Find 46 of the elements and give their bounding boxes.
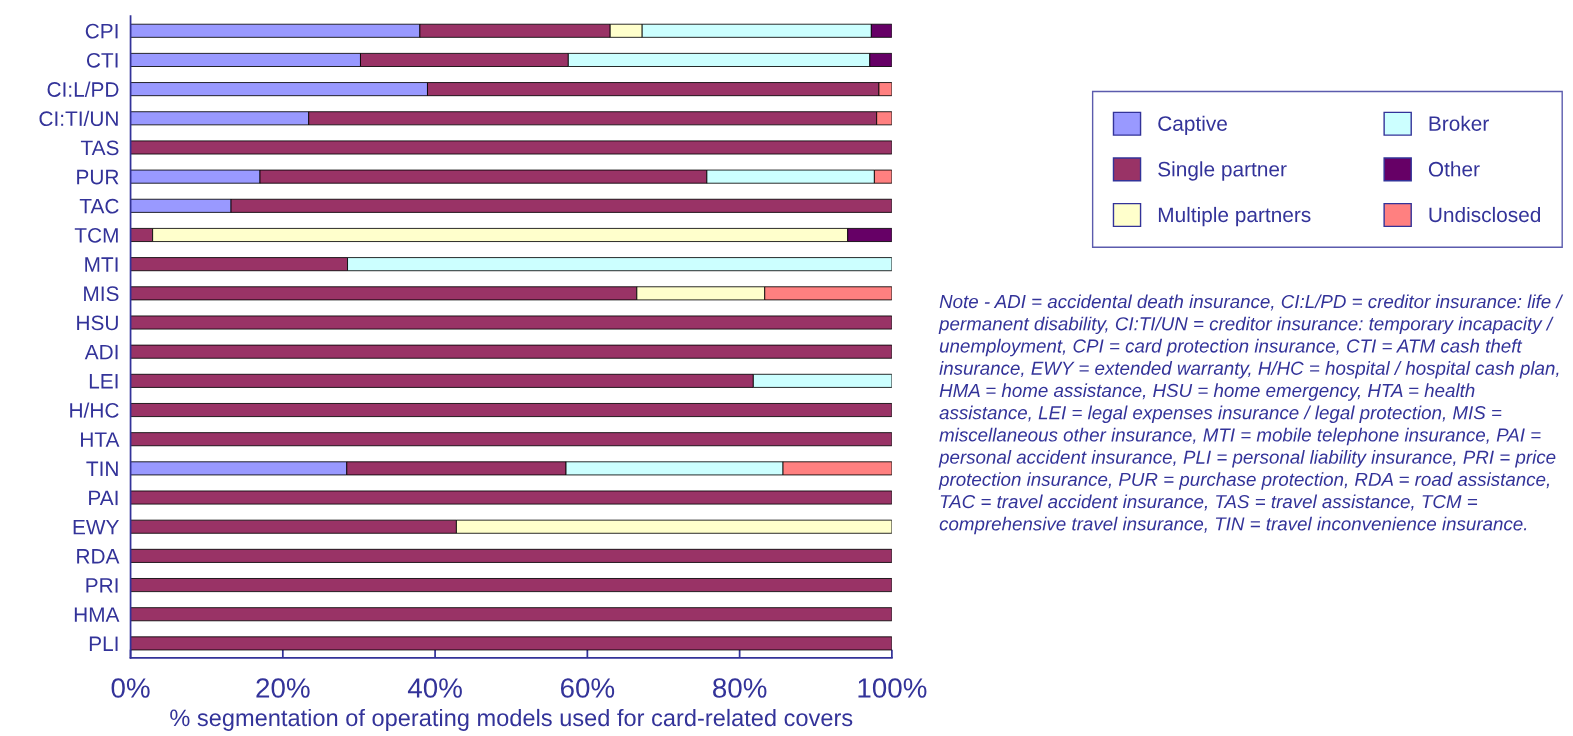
y-tick-label: TIN <box>86 461 118 476</box>
y-tick-label: CTI <box>86 52 118 68</box>
x-tick-label: 80% <box>713 678 767 698</box>
bar <box>130 403 892 417</box>
y-tick-label: PRI <box>86 578 118 593</box>
y-tick-label: RDA <box>77 549 120 564</box>
x-axis-title: % segmentation of operating models used for card-related covers <box>170 708 853 731</box>
x-tick-label: 40% <box>407 678 462 698</box>
bar <box>130 548 892 563</box>
legend-label: Undisclosed <box>1429 206 1541 223</box>
bar <box>130 344 892 359</box>
text: Note - ADI = accidental death insurance, CI:L/PD = creditor insurance: life / permanent disability, CI:TI/UN = creditor insurance: temporary incapacity / unemployment, CPI = card protection insurance, CTI = ATM cash theft insurance, EWY = extended warranty, H/HC = hospital / hospital cash plan, HMA = home assistance, HSU = home emergency, HTA = health assistance, LEI = legal expenses insurance / legal protection, MIS = miscellaneous other insurance, MTI = mobile telephone insurance, PAI = personal accident insurance, PLI = personal liability insurance, PRI = price protection insurance, PUR = purchase protection, RDA = road assistance, TAC = travel accident insurance, TAS = travel assistance, TCM = comprehensive travel insurance, TIN = travel inconvenience insurance. <box>938 294 1564 535</box>
y-tick-label: HMA <box>74 607 120 622</box>
bar <box>130 315 892 330</box>
legend-label: Multiple partners <box>1158 206 1311 227</box>
bar <box>130 607 892 622</box>
bar <box>130 578 892 593</box>
legend-label: Single partner <box>1158 161 1287 181</box>
y-tick-label: HSU <box>77 315 118 331</box>
y-tick-label: TAS <box>80 140 119 156</box>
y-tick-label: PLI <box>89 636 118 651</box>
y-tick-label: TCM <box>74 227 118 243</box>
bar <box>130 432 892 447</box>
x-tick-label: 0% <box>111 678 150 698</box>
y-tick-label: TAC <box>79 198 119 214</box>
x-tick-label: 20% <box>256 678 310 698</box>
bar <box>130 490 892 505</box>
y-tick-label: HTA <box>81 432 120 447</box>
y-tick-label: EWY <box>73 519 119 535</box>
legend-label: Broker <box>1429 115 1489 131</box>
y-tick-label: LEI <box>89 374 118 389</box>
y-tick-label: CI:TI/UN <box>39 110 118 127</box>
x-tick-label: 60% <box>560 678 615 698</box>
legend-label: Captive <box>1158 115 1227 136</box>
y-tick-label: CPI <box>85 23 118 39</box>
legend-label: Other <box>1428 161 1480 177</box>
y-tick-label: MTI <box>85 257 118 272</box>
bar <box>130 636 892 651</box>
x-tick-label: 100% <box>858 678 927 698</box>
y-tick-label: PUR <box>77 169 119 185</box>
bar <box>130 140 892 155</box>
y-tick-label: ADI <box>84 344 118 360</box>
y-tick-label: CI:L/PD <box>47 81 119 97</box>
y-tick-label: PAI <box>89 490 118 506</box>
y-tick-label: H/HC <box>70 402 119 418</box>
y-tick-label: MIS <box>84 286 119 302</box>
